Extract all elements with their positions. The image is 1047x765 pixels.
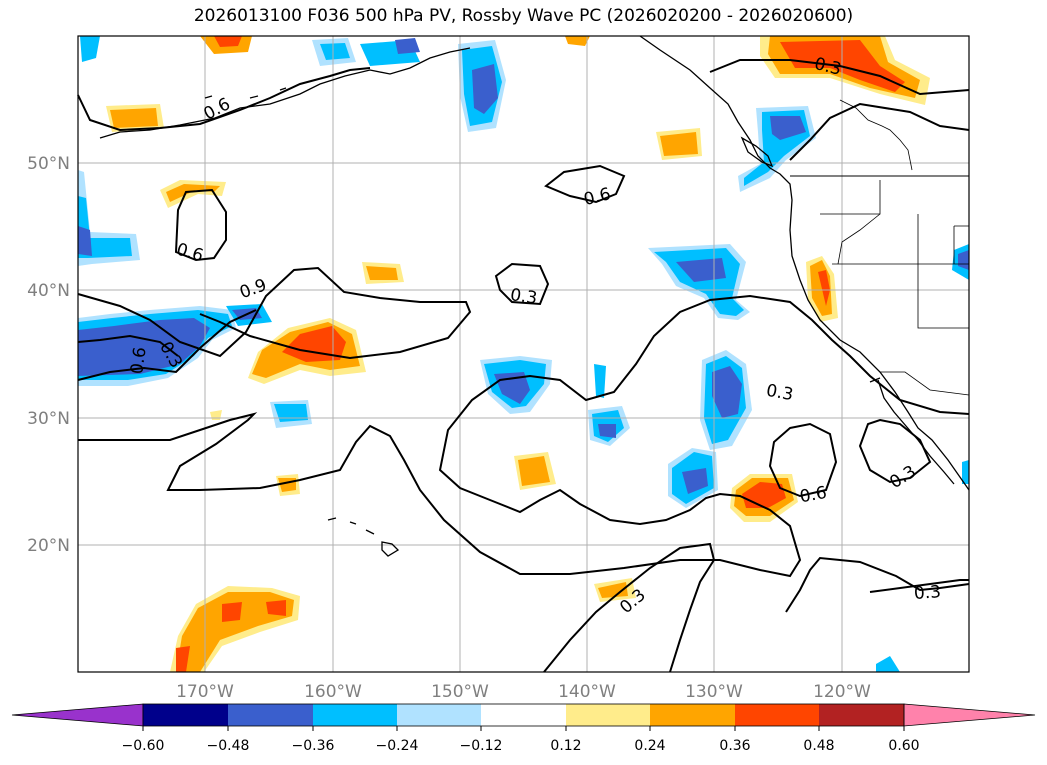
colorbar: −0.60 −0.48 −0.36 −0.24 −0.12 0.12 0.24 …	[11, 703, 1036, 754]
colorbar-segment	[735, 704, 819, 726]
lon-label: 150°W	[431, 682, 489, 702]
colorbar-segment	[819, 704, 904, 726]
colorbar-segment	[313, 704, 397, 726]
lat-label: 40°N	[27, 281, 70, 301]
colorbar-segment	[228, 704, 313, 726]
contour-label: 0.6	[798, 483, 828, 507]
map-panel: 0.6 0.3 0.6 0.6 0.3 0.9 0.6 0.3 0.3 0.6 …	[77, 35, 970, 673]
map-title: 2026013100 F036 500 hPa PV, Rossby Wave …	[193, 6, 854, 26]
colorbar-tick: 0.36	[719, 738, 750, 754]
lon-label: 160°W	[304, 682, 362, 702]
gridlines	[78, 36, 969, 672]
pv-contours	[77, 59, 970, 673]
lon-label: 130°W	[685, 682, 743, 702]
contour-label: 0.3	[765, 381, 795, 405]
colorbar-max-extend	[903, 703, 1036, 727]
colorbar-segment	[481, 704, 566, 726]
lat-label: 20°N	[27, 536, 70, 556]
lon-label: 140°W	[558, 682, 616, 702]
colorbar-min-extend	[11, 703, 144, 727]
colorbar-tick: −0.24	[376, 738, 419, 754]
lat-label: 30°N	[27, 409, 70, 429]
contour-label: 0.3	[509, 285, 539, 309]
contour-label: 0.6	[127, 346, 151, 376]
colorbar-segment	[143, 704, 228, 726]
colorbar-tick: −0.36	[292, 738, 335, 754]
colorbar-tick: −0.60	[122, 738, 165, 754]
colorbar-tick: 0.12	[550, 738, 581, 754]
colorbar-tick: 0.48	[803, 738, 834, 754]
pv-negative-feature	[80, 36, 100, 62]
colorbar-tick: 0.24	[634, 738, 665, 754]
colorbar-tick: 0.60	[888, 738, 919, 754]
colorbar-tick: −0.12	[460, 738, 503, 754]
latitude-labels: 50°N 40°N 30°N 20°N	[27, 154, 70, 556]
lon-label: 120°W	[813, 682, 871, 702]
contour-label: 0.3	[913, 582, 941, 604]
borders	[790, 99, 970, 396]
map-frame	[77, 35, 970, 673]
colorbar-segment	[566, 704, 650, 726]
colorbar-tick: −0.48	[207, 738, 250, 754]
colorbar-segment	[397, 704, 481, 726]
colorbar-segment	[650, 704, 735, 726]
lon-label: 170°W	[176, 682, 234, 702]
longitude-labels: 170°W 160°W 150°W 140°W 130°W 120°W	[176, 682, 871, 702]
lat-label: 50°N	[27, 154, 70, 174]
